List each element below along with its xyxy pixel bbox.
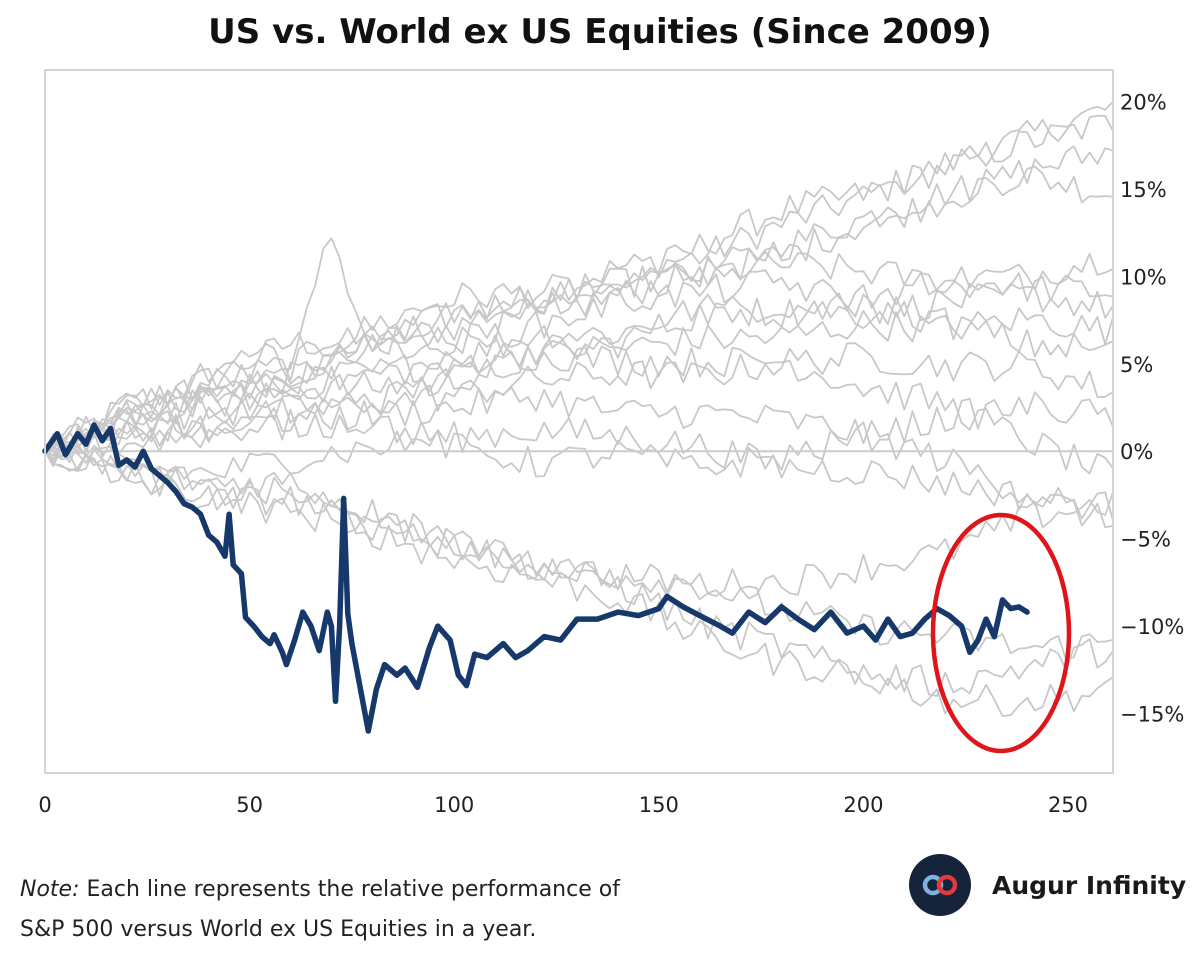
annotation-ellipse <box>930 512 1072 754</box>
x-tick-label: 150 <box>639 793 679 817</box>
y-tick-label: 10% <box>1120 265 1167 289</box>
background-series-line <box>44 251 1114 458</box>
x-tick-label: 200 <box>843 793 883 817</box>
background-series-line <box>44 391 1114 478</box>
background-series-line <box>44 237 1114 457</box>
y-tick-label: 0% <box>1120 440 1153 464</box>
background-series-line <box>44 342 1114 464</box>
background-series-group <box>44 101 1114 717</box>
y-tick-label: −10% <box>1120 615 1184 639</box>
x-tick-label: 50 <box>236 793 263 817</box>
y-tick-label: 5% <box>1120 353 1153 377</box>
background-series-line <box>44 417 1114 521</box>
infinity-icon <box>909 854 971 916</box>
y-axis-ticks: 20% 15% 10% 5% 0% −5% −10% −15% <box>1120 90 1184 726</box>
background-series-line <box>44 345 1114 475</box>
background-series-line <box>44 307 1114 452</box>
highlight-series-group <box>42 422 1030 734</box>
x-tick-label: 100 <box>434 793 474 817</box>
background-series-line <box>44 450 1114 697</box>
background-series-line <box>44 386 1114 529</box>
y-tick-label: 20% <box>1120 90 1167 114</box>
y-tick-label: 15% <box>1120 178 1167 202</box>
background-series-line <box>44 444 1114 717</box>
brand-name: Augur Infinity <box>992 871 1187 900</box>
footnote-line-2: S&P 500 versus World ex US Equities in a… <box>20 917 537 942</box>
x-tick-label: 0 <box>38 793 51 817</box>
background-series-line <box>44 440 1114 661</box>
x-axis-ticks: 0 50 100 150 200 250 <box>38 793 1088 817</box>
chart-title: US vs. World ex US Equities (Since 2009) <box>208 12 992 52</box>
line-chart: 0 50 100 150 200 250 20% 15% 10% 5% 0% −5% −10% −15% <box>38 69 1184 817</box>
footnote-prefix: Note: <box>20 877 80 902</box>
us-vs-world-line <box>42 422 1030 734</box>
x-tick-label: 250 <box>1048 793 1088 817</box>
y-tick-label: −5% <box>1120 528 1171 552</box>
y-tick-label: −15% <box>1120 703 1184 727</box>
footnote: Note: Each line represents the relative … <box>20 870 780 950</box>
background-series-line <box>44 114 1114 452</box>
plot-frame <box>44 69 1114 774</box>
footnote-text-1: Each line represents the relative perfor… <box>79 877 620 902</box>
footnote-line-1: Note: Each line represents the relative … <box>20 870 780 910</box>
